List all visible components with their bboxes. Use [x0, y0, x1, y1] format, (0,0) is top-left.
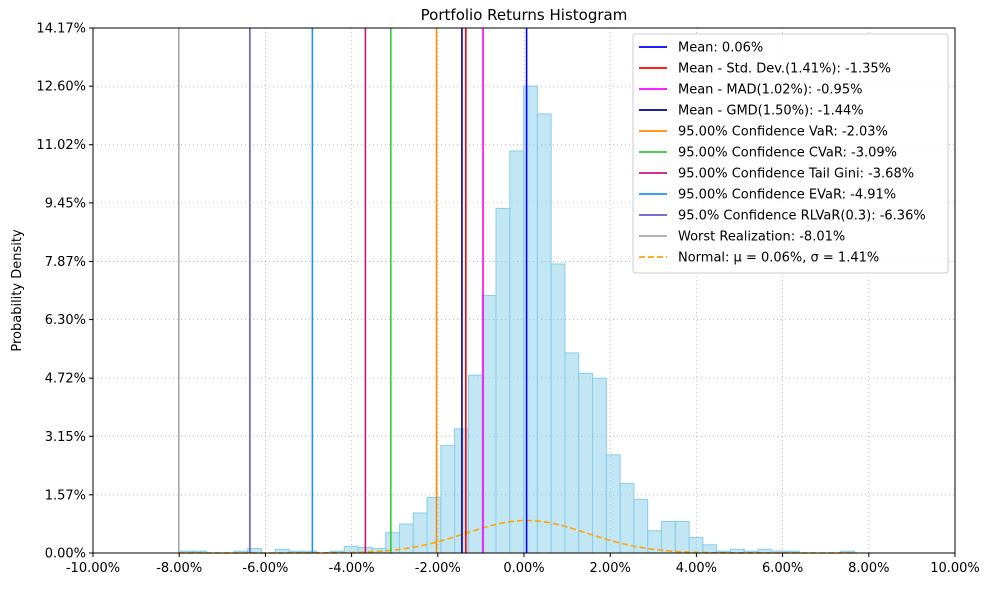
legend-label: 95.00% Confidence EVaR: -4.91% — [678, 188, 896, 203]
histogram-bar — [550, 263, 566, 554]
legend-label: Mean - GMD(1.50%): -1.44% — [678, 104, 864, 119]
histogram-bar — [523, 85, 538, 554]
legend-label: 95.00% Confidence VaR: -2.03% — [678, 125, 888, 140]
histogram-bar — [536, 113, 552, 554]
legend-box — [632, 33, 949, 274]
y-tick-label: 1.57% — [45, 488, 86, 503]
x-tick-label: -8.00% — [156, 561, 202, 576]
histogram-bar — [619, 482, 635, 554]
x-tick-label: 8.00% — [848, 561, 889, 576]
y-axis-label: Probability Density — [10, 229, 25, 352]
histogram-bar — [509, 150, 525, 554]
histogram-bar — [467, 374, 483, 554]
legend-label: Worst Realization: -8.01% — [678, 230, 845, 245]
legend-label: Mean - MAD(1.02%): -0.95% — [678, 83, 862, 98]
histogram-bar — [674, 521, 690, 554]
legend-label: Mean: 0.06% — [678, 41, 763, 56]
x-tick-label: -6.00% — [242, 561, 288, 576]
y-tick-label: 11.02% — [36, 138, 86, 153]
histogram-bar — [578, 372, 594, 554]
x-tick-label: -2.00% — [415, 561, 461, 576]
y-tick-label: 7.87% — [45, 255, 86, 270]
legend-label: 95.00% Confidence Tail Gini: -3.68% — [678, 167, 914, 182]
legend: Mean: 0.06% Mean - Std. Dev.(1.41%): -1.3… — [632, 33, 949, 274]
legend-label: Mean - Std. Dev.(1.41%): -1.35% — [678, 62, 891, 77]
legend-label: 95.0% Confidence RLVaR(0.3): -6.36% — [678, 209, 926, 224]
y-axis-ticks: 0.00% 1.57% 3.15% 4.72% 6.30% 7.87% 9.45% 11.02… — [36, 22, 93, 562]
histogram-bar — [688, 536, 704, 554]
x-tick-label: 6.00% — [762, 561, 803, 576]
x-tick-label: -10.00% — [66, 561, 120, 576]
x-tick-label: 0.00% — [503, 561, 544, 576]
y-tick-label: 12.60% — [36, 80, 86, 95]
histogram-bar — [660, 521, 676, 554]
histogram-bar — [564, 352, 580, 554]
y-tick-label: 0.00% — [45, 547, 86, 562]
x-tick-label: 2.00% — [590, 561, 631, 576]
y-tick-label: 14.17% — [36, 22, 86, 37]
x-axis-ticks: -10.00% -8.00% -6.00% -4.00% -2.00% 0.00% 2.00… — [66, 553, 980, 576]
x-tick-label: -4.00% — [329, 561, 375, 576]
histogram-bar — [605, 454, 621, 554]
x-tick-label: 4.00% — [676, 561, 717, 576]
histogram-bar — [495, 207, 511, 554]
chart-title: Portfolio Returns Histogram — [421, 6, 628, 24]
histogram-bar — [481, 295, 497, 554]
legend-label: 95.00% Confidence CVaR: -3.09% — [678, 146, 897, 161]
y-tick-label: 6.30% — [45, 313, 86, 328]
histogram-bar — [592, 377, 607, 554]
x-tick-label: 10.00% — [930, 561, 980, 576]
histogram-bar — [633, 498, 649, 554]
y-tick-label: 9.45% — [45, 196, 86, 211]
risk-measure-lines — [177, 28, 528, 553]
legend-label: Normal: μ = 0.06%, σ = 1.41% — [678, 251, 879, 266]
y-tick-label: 4.72% — [45, 372, 86, 387]
histogram-bar — [426, 496, 442, 554]
y-tick-label: 3.15% — [45, 430, 86, 445]
